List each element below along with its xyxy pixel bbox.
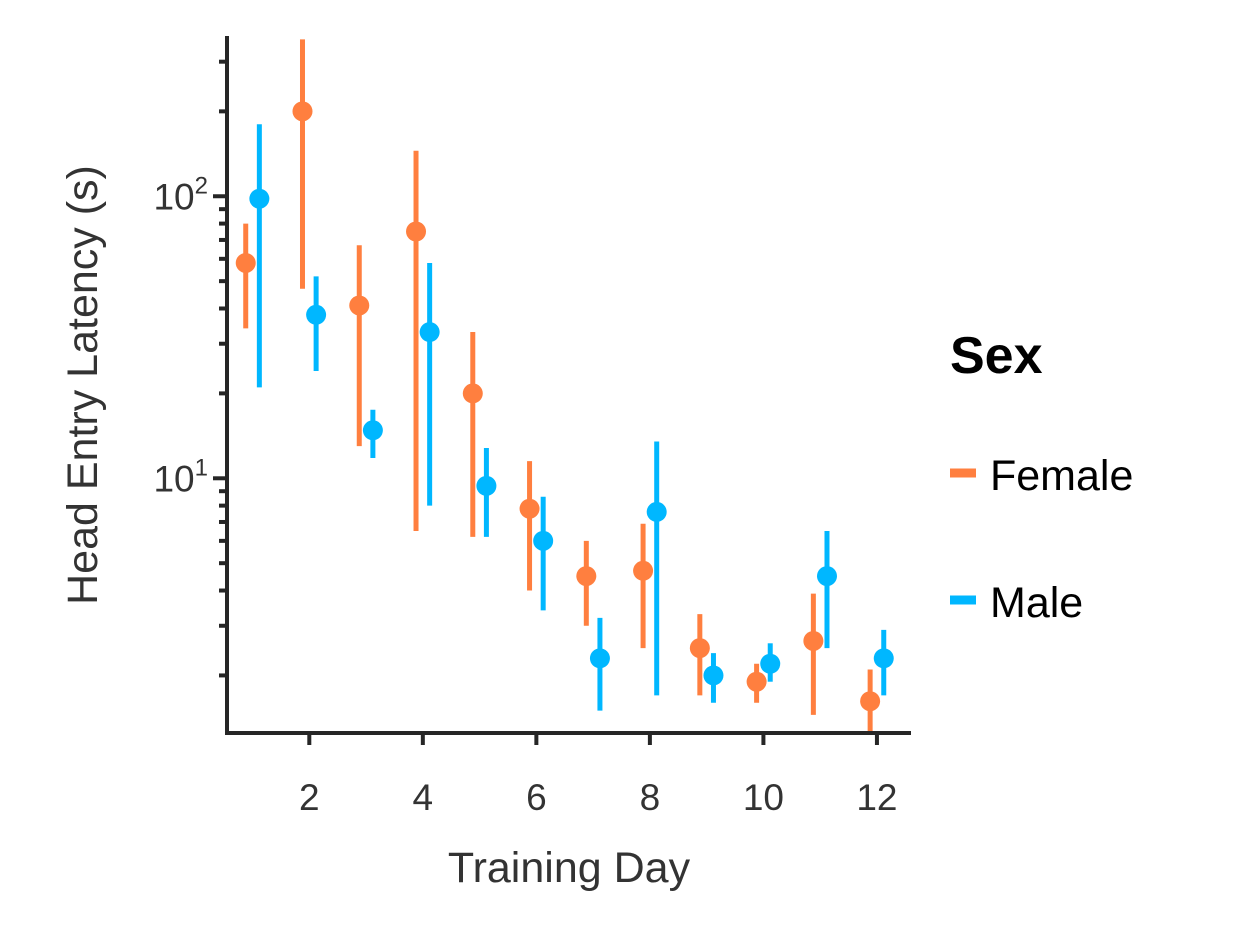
data-point: [873, 648, 894, 669]
series-male: [249, 124, 894, 711]
data-point: [646, 501, 667, 522]
plot-marks: [235, 39, 894, 733]
data-point: [589, 648, 610, 669]
data-point: [576, 566, 597, 587]
x-tick-label: 12: [856, 777, 897, 818]
y-tick-label: 102: [153, 172, 208, 217]
data-point: [462, 383, 483, 404]
data-point: [633, 560, 654, 581]
y-tick-base: 10: [153, 176, 194, 217]
data-point: [292, 101, 313, 122]
data-point: [803, 630, 824, 651]
legend: Sex Female Male: [950, 327, 1133, 627]
data-point: [406, 221, 427, 242]
data-point: [419, 322, 440, 343]
data-point: [746, 671, 767, 692]
data-point: [519, 498, 540, 519]
data-point: [689, 638, 710, 659]
data-point: [349, 295, 370, 316]
y-tick-label: 101: [153, 454, 208, 499]
data-point: [816, 566, 837, 587]
data-point: [235, 252, 256, 273]
x-tick-label: 4: [413, 777, 434, 818]
data-point: [533, 530, 554, 551]
x-axis-title: Training Day: [448, 844, 691, 892]
legend-label-female: Female: [990, 452, 1133, 500]
y-tick-exponent: 2: [195, 172, 208, 199]
legend-items: Female Male: [950, 452, 1133, 627]
x-tick-label: 10: [743, 777, 784, 818]
data-point: [362, 420, 383, 441]
data-point: [249, 188, 270, 209]
x-ticks: 2 4 6 8 10 12: [299, 733, 898, 818]
y-tick-exponent: 1: [195, 454, 208, 481]
series-female: [235, 39, 881, 733]
y-axis-title: Head Entry Latency (s): [59, 165, 107, 605]
x-tick-label: 6: [526, 777, 547, 818]
data-point: [476, 475, 497, 496]
legend-label-male: Male: [990, 579, 1083, 627]
x-tick-label: 8: [640, 777, 661, 818]
x-tick-label: 2: [299, 777, 320, 818]
data-point: [760, 653, 781, 674]
legend-title: Sex: [950, 327, 1043, 385]
data-point: [306, 304, 327, 325]
data-point: [860, 691, 881, 712]
data-point: [703, 665, 724, 686]
y-tick-base: 10: [153, 458, 194, 499]
